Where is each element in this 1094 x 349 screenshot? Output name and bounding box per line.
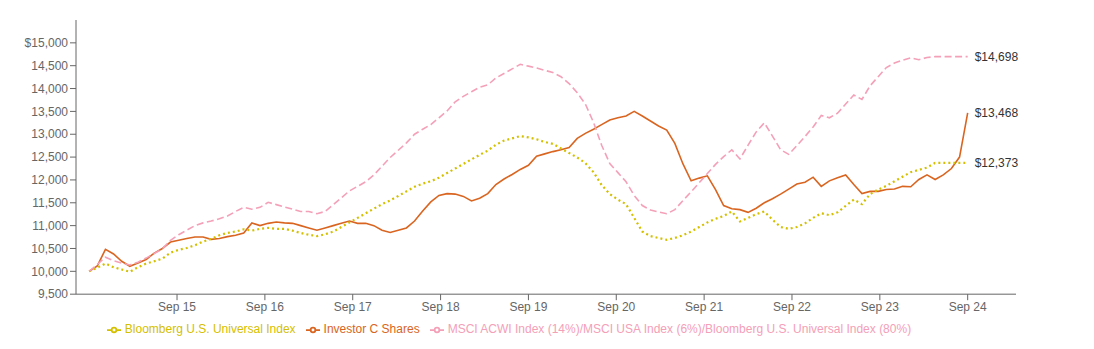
svg-text:11,500: 11,500 — [32, 196, 68, 210]
svg-text:Sep 19: Sep 19 — [509, 300, 547, 314]
svg-text:$15,000: $15,000 — [25, 36, 69, 50]
html-text:MSCI ACWI Index (14%)/MSCI USA: MSCI ACWI Index (14%)/MSCI USA Index (6%… — [447, 322, 912, 337]
svg-text:10,000: 10,000 — [31, 265, 68, 279]
html-text:Bloomberg U.S. Universal Index: Bloomberg U.S. Universal Index — [124, 322, 296, 337]
svg-text:$13,468: $13,468 — [975, 106, 1019, 120]
svg-text:10,500: 10,500 — [31, 242, 68, 256]
svg-text:Sep 15: Sep 15 — [158, 300, 196, 314]
svg-text:Sep 23: Sep 23 — [861, 300, 899, 314]
svg-text:13,500: 13,500 — [31, 105, 68, 119]
svg-text:14,500: 14,500 — [31, 59, 68, 73]
svg-text:Sep 22: Sep 22 — [773, 300, 811, 314]
svg-text:14,000: 14,000 — [31, 82, 68, 96]
svg-text:9,500: 9,500 — [38, 287, 68, 301]
svg-text:Sep 17: Sep 17 — [334, 300, 372, 314]
svg-text:Sep 16: Sep 16 — [246, 300, 284, 314]
svg-text:12,500: 12,500 — [31, 150, 68, 164]
svg-text:Sep 20: Sep 20 — [597, 300, 635, 314]
svg-text:Sep 21: Sep 21 — [685, 300, 723, 314]
svg-text:Sep 24: Sep 24 — [949, 300, 987, 314]
svg-text:Sep 18: Sep 18 — [422, 300, 460, 314]
svg-text:12,000: 12,000 — [31, 173, 68, 187]
svg-text:13,000: 13,000 — [31, 127, 68, 141]
html-text:Investor C Shares: Investor C Shares — [323, 322, 420, 337]
svg-text:$14,698: $14,698 — [975, 50, 1019, 64]
svg-text:$12,373: $12,373 — [975, 156, 1019, 170]
svg-text:11,000: 11,000 — [32, 219, 68, 233]
